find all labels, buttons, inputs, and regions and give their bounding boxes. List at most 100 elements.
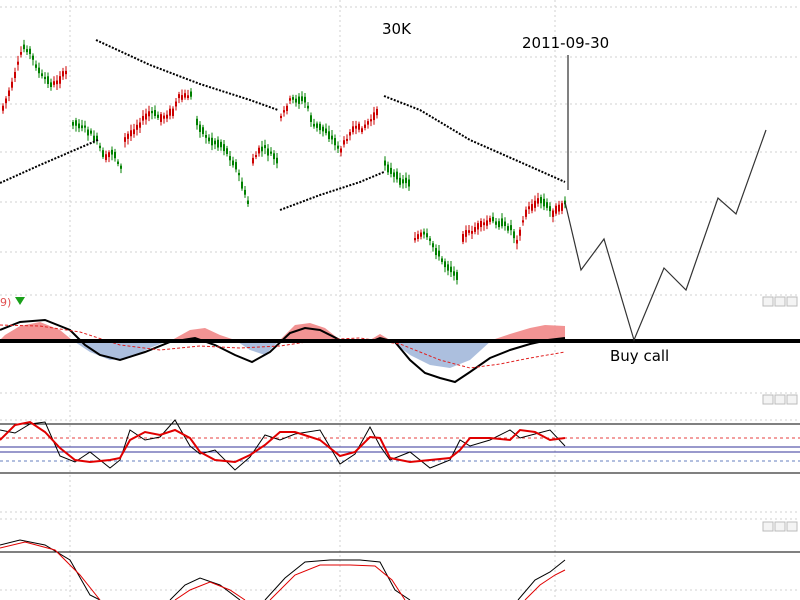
timeframe-label: 30K: [382, 20, 412, 38]
dotted-trendline: [95, 39, 279, 111]
candle-body: [313, 123, 315, 127]
candle-body: [241, 181, 243, 189]
candle-body: [133, 129, 135, 135]
candle-body: [528, 206, 530, 210]
candle-body: [120, 165, 122, 169]
candle-body: [358, 123, 360, 130]
candle-body: [264, 145, 266, 149]
minimize-panel-icon[interactable]: [762, 521, 774, 532]
candle-body: [196, 118, 198, 126]
candle-body: [175, 101, 177, 107]
candle-body: [513, 231, 515, 239]
close-panel-icon[interactable]: [786, 296, 798, 307]
candle-body: [184, 93, 186, 98]
candle-body: [328, 131, 330, 140]
candle-body: [105, 154, 107, 160]
candle-body: [561, 203, 563, 211]
candle-body: [534, 200, 536, 208]
candle-body: [258, 147, 260, 154]
candle-body: [468, 230, 470, 233]
candle-body: [124, 137, 126, 142]
candle-body: [370, 119, 372, 122]
candle-body: [136, 124, 138, 130]
candle-body: [2, 105, 4, 111]
oscillator-line: [517, 559, 566, 600]
candle-body: [75, 120, 77, 126]
macd-histogram-positive: [280, 323, 340, 340]
candle-body: [355, 125, 357, 129]
candle-body: [289, 98, 291, 101]
candle-body: [102, 150, 104, 157]
candle-body: [65, 70, 67, 75]
macd-signal-dashed: [0, 324, 566, 369]
candle-body: [295, 98, 297, 103]
close-panel-icon[interactable]: [786, 521, 798, 532]
candle-body: [202, 127, 204, 135]
candle-body: [387, 164, 389, 173]
candle-body: [280, 115, 282, 119]
minimize-panel-icon[interactable]: [762, 394, 774, 405]
candle-body: [127, 133, 129, 139]
candle-body: [489, 218, 491, 222]
stochastic-d-line: [0, 420, 566, 464]
oscillator-signal-line: [174, 581, 246, 600]
candle-body: [223, 144, 225, 152]
candle-body: [217, 139, 219, 148]
candle-body: [23, 44, 25, 50]
candle-body: [507, 226, 509, 231]
minimize-panel-icon[interactable]: [762, 296, 774, 307]
close-panel-icon[interactable]: [786, 394, 798, 405]
candle-body: [456, 272, 458, 280]
candle-body: [220, 141, 222, 148]
macd-line: [0, 318, 566, 384]
candle-body: [111, 149, 113, 155]
candle-body: [519, 229, 521, 236]
candle-body: [549, 206, 551, 212]
candle-body: [151, 110, 153, 114]
candle-body: [441, 258, 443, 262]
candle-body: [114, 151, 116, 159]
candle-body: [252, 157, 254, 164]
candle-body: [498, 221, 500, 228]
candle-body: [393, 172, 395, 177]
candle-body: [273, 153, 275, 160]
candle-body: [349, 132, 351, 136]
candle-body: [59, 76, 61, 84]
candle-body: [232, 160, 234, 166]
candle-body: [483, 222, 485, 226]
candle-body: [316, 123, 318, 128]
candle-body: [501, 218, 503, 227]
candle-body: [453, 271, 455, 276]
candle-body: [438, 250, 440, 257]
candle-body: [117, 161, 119, 165]
candle-body: [558, 204, 560, 212]
maximize-panel-icon[interactable]: [774, 394, 786, 405]
candle-body: [304, 96, 306, 103]
panel-controls: [762, 296, 798, 532]
candle-body: [546, 202, 548, 208]
candle-body: [423, 231, 425, 235]
candle-body: [178, 94, 180, 99]
candle-body: [334, 138, 336, 146]
candle-body: [255, 155, 257, 158]
candle-body: [292, 97, 294, 100]
maximize-panel-icon[interactable]: [774, 521, 786, 532]
candle-body: [5, 98, 7, 104]
stochastic-k-line: [0, 419, 566, 471]
macd-histogram-negative: [390, 340, 492, 368]
candle-body: [399, 177, 401, 185]
dotted-trendline: [383, 95, 566, 183]
candle-body: [276, 157, 278, 164]
macd-histogram-positive: [0, 322, 72, 340]
candle-body: [522, 220, 524, 223]
candle-body: [480, 221, 482, 228]
maximize-panel-icon[interactable]: [774, 296, 786, 307]
candle-body: [337, 145, 339, 149]
candle-body: [444, 261, 446, 268]
candle-body: [286, 105, 288, 111]
candle-body: [41, 73, 43, 77]
candle-body: [99, 145, 101, 149]
candle-body: [429, 238, 431, 241]
candle-body: [190, 91, 192, 97]
candle-body: [29, 48, 31, 55]
